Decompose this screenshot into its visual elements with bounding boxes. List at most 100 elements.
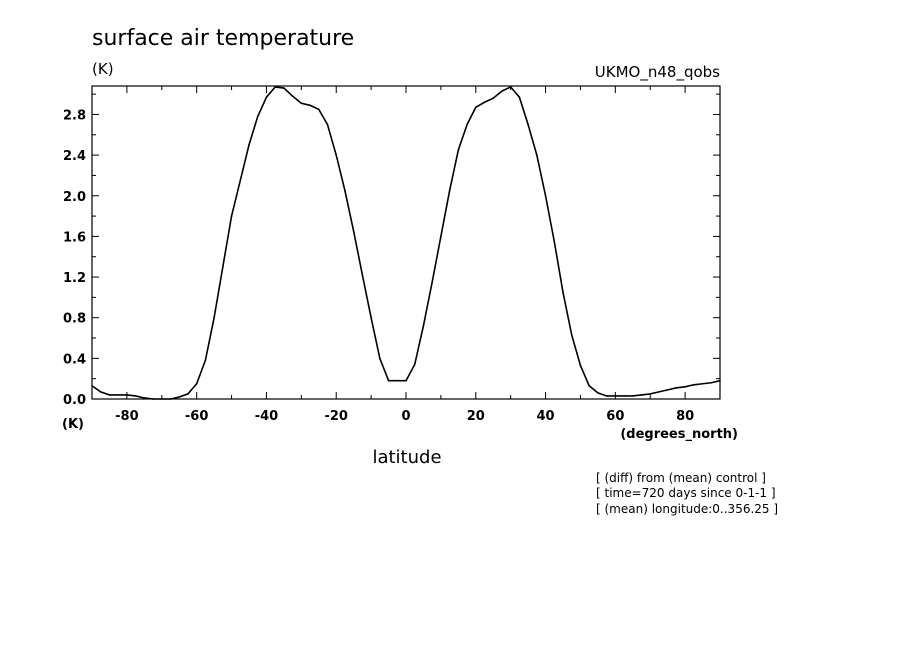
data-point [527,123,529,126]
data-point [291,95,294,97]
data-point [160,398,163,400]
data-point [719,379,721,382]
data-point [108,394,111,396]
data-points [91,86,721,400]
x-tick-labels: -80 -60 -40 -20 0 20 40 60 80 [115,409,694,424]
y-unit-label-bottom: (K) [62,417,84,432]
data-point [274,86,276,88]
data-point [666,389,669,391]
x-tick-label: 40 [537,409,555,424]
data-point [597,392,599,394]
data-point [361,274,364,276]
data-point [623,395,625,397]
data-point [405,379,407,382]
data-point [536,154,538,156]
data-point [326,123,329,126]
data-point [134,395,137,397]
plot-frame [91,85,721,400]
annotation-2: [ time=720 days since 0-1-1 ] [596,486,776,500]
data-point [352,230,355,233]
data-point [187,393,189,395]
data-point [169,398,172,400]
data-point [474,106,477,109]
data-point [422,325,425,327]
data-point [317,108,320,111]
x-unit-label: (degrees_north) [620,427,738,442]
data-point [466,123,468,126]
data-point [518,96,521,98]
data-point [379,357,381,360]
data-point [204,359,207,362]
data-point [239,179,242,182]
model-label: UKMO_n48_qobs [595,63,720,82]
annotation-1: [ (diff) from (mean) control ] [596,471,766,485]
data-point [387,379,390,382]
data-point [248,144,250,146]
data-point [431,281,433,283]
y-tick-label: 0.0 [63,393,86,408]
data-point [117,394,119,396]
data-point [562,291,564,294]
data-point [300,102,303,105]
x-tick-label: -40 [255,409,279,424]
data-point [230,215,233,217]
data-point [631,395,634,397]
y-tick-label: 2.0 [63,190,86,205]
y-tick-label: 1.6 [63,230,86,245]
data-point [396,379,399,382]
data-point [440,235,442,238]
data-point [283,87,285,89]
data-point [588,384,590,387]
y-tick-label: 2.8 [63,108,86,123]
data-point [492,97,495,99]
data-point [195,382,198,385]
y-tick-label: 0.4 [63,352,86,367]
data-point [448,189,451,192]
data-point [649,393,652,395]
data-point [178,396,181,398]
x-axis-label: latitude [372,447,441,468]
data-point [413,363,416,366]
y-tick-label: 0.8 [63,312,86,327]
x-tick-label: -60 [185,409,209,424]
tick-marks [91,86,721,400]
data-point [457,149,460,151]
series-line [91,86,721,400]
data-point [91,384,93,387]
x-tick-label: -20 [324,409,348,424]
data-point [570,334,573,336]
y-tick-label: 1.2 [63,271,86,286]
y-tick-labels: 0.0 0.4 0.8 1.2 1.6 2.0 2.4 2.8 [63,108,86,408]
data-point [222,266,224,268]
data-point [579,364,582,367]
data-point [701,382,704,385]
data-point [684,386,686,388]
data-point [544,194,547,197]
y-tick-label: 2.4 [63,149,86,164]
data-point [370,316,372,319]
data-point [256,115,259,118]
data-point [509,86,512,88]
chart-title: surface air temperature [92,26,354,51]
annotation-3: [ (mean) longitude:0..356.25 ] [596,502,778,516]
data-point [213,316,215,319]
x-tick-label: 60 [606,409,624,424]
data-point [126,394,128,396]
data-point [693,383,695,386]
data-point [710,381,713,384]
data-point [265,96,268,98]
y-unit-label: (K) [92,60,114,78]
data-point [640,394,643,396]
x-tick-label: 0 [401,409,410,424]
data-point [658,391,660,393]
data-point [614,395,617,397]
data-point [605,395,608,397]
data-point [675,387,678,389]
data-point [501,90,503,92]
data-point [553,240,556,243]
data-point [99,391,102,393]
data-point [152,398,154,400]
x-tick-label: 80 [676,409,694,424]
data-point [335,154,338,156]
